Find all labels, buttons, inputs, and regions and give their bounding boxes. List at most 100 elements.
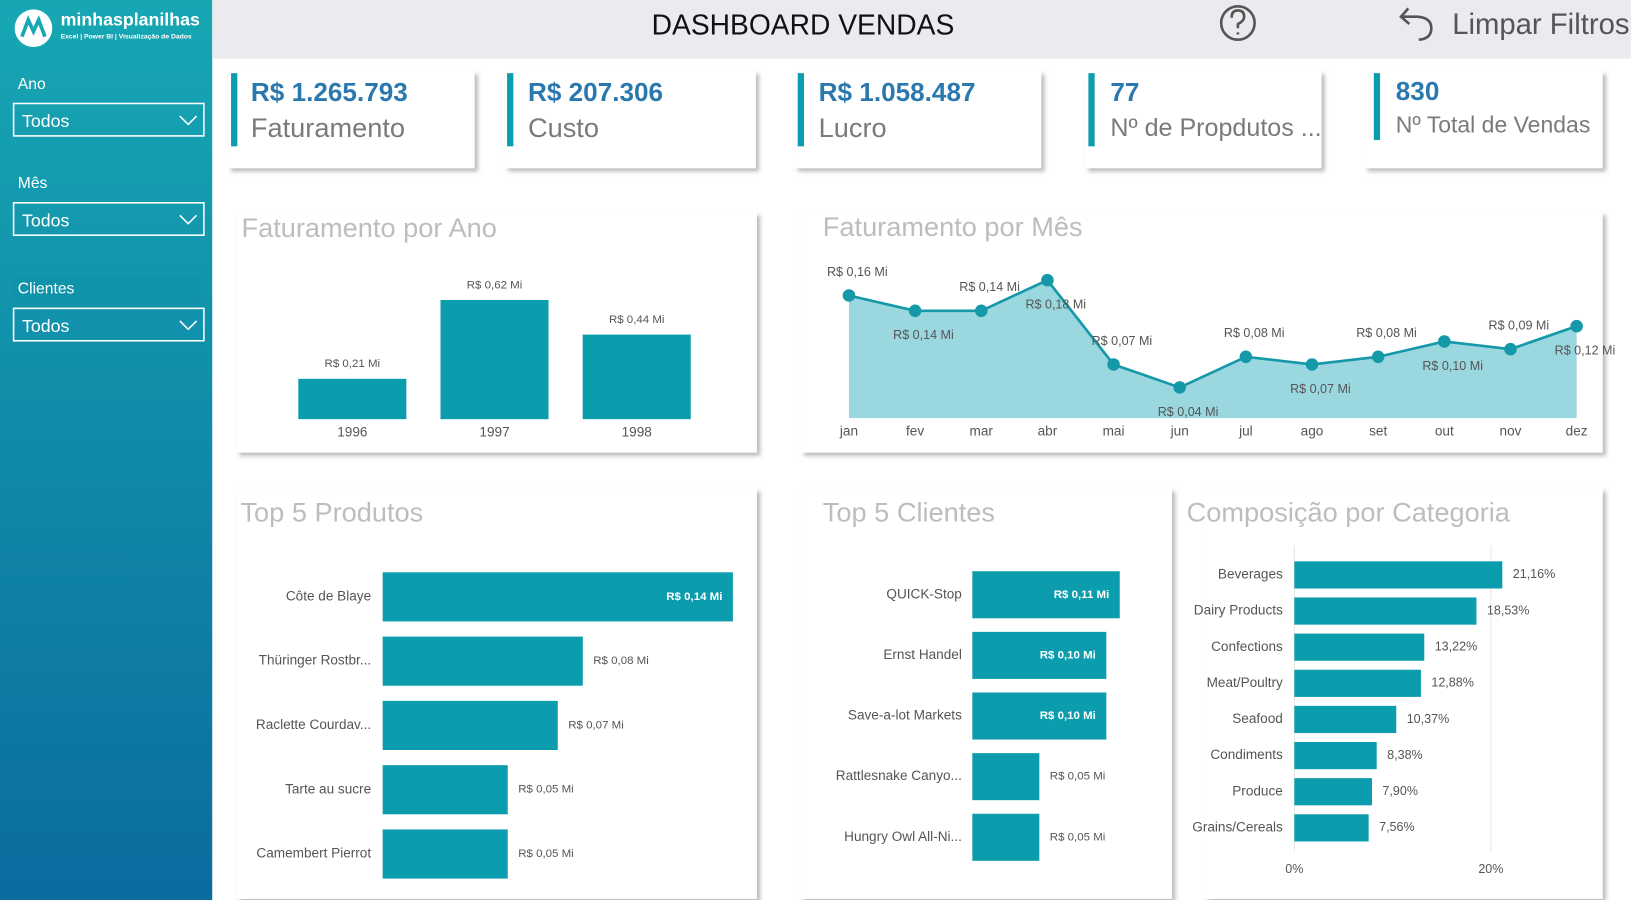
help-glyph[interactable] — [1230, 9, 1246, 35]
y-tick-label: Seafood — [1232, 711, 1283, 726]
bar — [1294, 742, 1377, 770]
bar — [1294, 633, 1425, 661]
point — [974, 304, 988, 318]
bar — [972, 753, 1040, 801]
data-label: R$ 0,08 Mi — [1224, 326, 1285, 340]
kpi-card-bg — [794, 71, 1042, 169]
x-tick-label: 1998 — [622, 424, 652, 439]
chart-title: Faturamento por Ano — [242, 212, 497, 243]
data-label: R$ 0,14 Mi — [959, 280, 1020, 294]
filter-label-band — [13, 278, 201, 300]
data-label: R$ 0,11 Mi — [1054, 589, 1110, 601]
y-tick-label: Condiments — [1210, 747, 1283, 762]
logo-mark — [20, 15, 47, 38]
bar — [972, 631, 1107, 679]
bar — [582, 334, 691, 420]
data-label: R$ 0,10 Mi — [1040, 710, 1096, 722]
undo-icon[interactable] — [1399, 7, 1433, 42]
filter-dropdown[interactable] — [12, 202, 205, 236]
point — [908, 304, 922, 318]
dropdown-chevron[interactable] — [179, 214, 198, 225]
bar — [972, 813, 1040, 861]
data-label: R$ 0,08 Mi — [593, 655, 649, 667]
point — [1305, 358, 1319, 371]
y-tick-label: Tarte au sucre — [285, 781, 371, 796]
x-tick-label: mar — [970, 423, 994, 438]
kpi-value: 830 — [1396, 76, 1440, 106]
x-tick-label: 1997 — [479, 424, 509, 439]
x-tick-label: jun — [1170, 423, 1189, 438]
bar — [1294, 705, 1397, 734]
data-label: 13,22% — [1435, 640, 1478, 654]
x-tick-label: mai — [1103, 423, 1125, 438]
data-label: 18,53% — [1487, 603, 1530, 617]
kpi-accent — [507, 73, 514, 147]
bar — [382, 572, 733, 622]
data-label: R$ 0,16 Mi — [827, 265, 888, 279]
x-tick-label: nov — [1500, 423, 1522, 438]
x-tick-label: set — [1369, 423, 1387, 438]
filter-value[interactable]: Todos — [22, 210, 70, 230]
point — [842, 289, 856, 302]
data-label: R$ 0,62 Mi — [467, 279, 523, 291]
line — [848, 278, 1578, 389]
data-label: R$ 0,10 Mi — [1422, 359, 1483, 373]
kpi-label: Lucro — [819, 112, 887, 143]
y-tick-label: Meat/Poultry — [1207, 675, 1283, 690]
filter-value[interactable]: Todos — [22, 111, 70, 131]
chart-title: Top 5 Produtos — [240, 496, 423, 527]
filter-value[interactable]: Todos — [22, 316, 70, 336]
x-tick-label: jan — [839, 423, 858, 438]
point — [1173, 381, 1186, 394]
data-label: R$ 0,08 Mi — [1356, 326, 1417, 340]
data-label: R$ 0,09 Mi — [1489, 318, 1550, 332]
data-label: R$ 0,10 Mi — [1040, 649, 1096, 661]
x-tick-label: 0% — [1285, 862, 1303, 876]
filter-label: Mês — [18, 175, 48, 192]
data-label: R$ 0,04 Mi — [1158, 405, 1219, 419]
bar — [298, 378, 407, 420]
data-label: R$ 0,05 Mi — [518, 848, 574, 860]
kpi-accent — [231, 73, 238, 147]
data-label: R$ 0,18 Mi — [1025, 298, 1086, 312]
dropdown-chevron[interactable] — [179, 115, 198, 126]
point — [1371, 350, 1385, 364]
y-tick-label: Hungry Owl All-Ni... — [844, 829, 962, 844]
kpi-card-bg — [1364, 71, 1603, 169]
dropdown-chevron[interactable] — [179, 320, 198, 331]
data-label: 8,38% — [1387, 748, 1423, 762]
filter-dropdown[interactable] — [12, 102, 205, 137]
data-label: 10,37% — [1407, 712, 1450, 726]
y-tick-label: Confections — [1211, 639, 1283, 654]
kpi-card-bg — [504, 71, 756, 169]
x-tick-label: jul — [1238, 423, 1253, 438]
kpi-accent — [1373, 73, 1381, 141]
chart-title: Composição por Categoria — [1187, 496, 1511, 527]
bar — [440, 300, 549, 420]
data-label: R$ 0,05 Mi — [1050, 771, 1106, 783]
kpi-card: R$ 1.265.793 Faturamento — [227, 71, 475, 169]
data-label: R$ 0,14 Mi — [893, 328, 954, 342]
kpi-accent — [797, 73, 804, 147]
filter-dropdown[interactable] — [12, 307, 205, 342]
clear-filters-button[interactable]: Limpar Filtros — [1452, 9, 1629, 41]
x-tick-label: abr — [1038, 423, 1058, 438]
data-label: 7,56% — [1379, 820, 1415, 834]
help-icon[interactable] — [1219, 4, 1256, 42]
kpi-label: Custo — [528, 112, 599, 143]
x-tick-label: 20% — [1478, 862, 1503, 876]
chart-title: Top 5 Clientes — [823, 496, 995, 527]
y-tick-label: Ernst Handel — [883, 647, 962, 662]
kpi-label: Faturamento — [251, 112, 405, 143]
filter-label: Ano — [18, 76, 46, 93]
y-tick-label: Grains/Cereals — [1192, 819, 1283, 834]
bar — [1294, 597, 1477, 625]
bar — [972, 692, 1107, 740]
point — [1107, 358, 1120, 371]
x-tick-label: fev — [906, 423, 924, 438]
point — [1239, 350, 1253, 364]
header-bar — [212, 0, 1631, 59]
x-tick-label: ago — [1301, 423, 1324, 438]
y-tick-label: Save-a-lot Markets — [848, 708, 962, 723]
kpi-card-bg — [1085, 71, 1322, 169]
